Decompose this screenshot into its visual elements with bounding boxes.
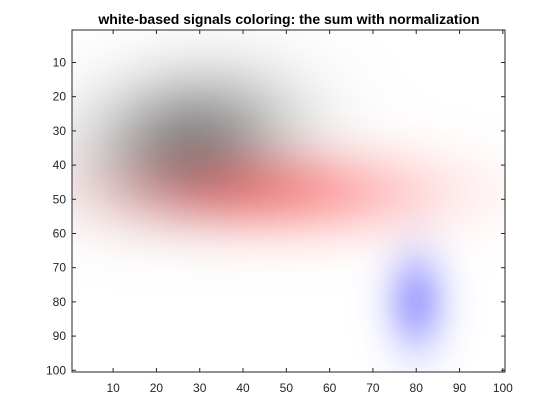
x-tick-label: 60: [323, 381, 337, 395]
y-tick-label: 80: [53, 295, 67, 309]
x-tick-label: 10: [106, 381, 120, 395]
y-tick-label: 10: [53, 55, 67, 69]
y-tick-label: 90: [53, 329, 67, 343]
y-tick-label: 100: [46, 363, 66, 377]
heatmap-image: [72, 30, 505, 372]
x-tick-label: 30: [193, 381, 207, 395]
y-tick-label: 40: [53, 158, 67, 172]
x-tick-label: 50: [280, 381, 294, 395]
chart-title: white-based signals coloring: the sum wi…: [97, 11, 479, 27]
y-tick-label: 50: [53, 192, 67, 206]
y-tick-label: 30: [53, 124, 67, 138]
heatmap-plot-area: [71, 29, 506, 373]
x-tick-label: 20: [150, 381, 164, 395]
y-tick-label: 70: [53, 261, 67, 275]
y-axis: 10 20 30 40 50 60 70 80 90 100: [46, 55, 505, 377]
x-tick-label: 90: [453, 381, 467, 395]
x-tick-label: 100: [493, 381, 513, 395]
x-axis: 10 20 30 40 50 60 70 80 90 100: [106, 30, 513, 395]
x-tick-label: 40: [236, 381, 250, 395]
x-tick-label: 80: [410, 381, 424, 395]
x-tick-label: 70: [366, 381, 380, 395]
y-tick-label: 20: [53, 90, 67, 104]
plot-frame: [71, 29, 506, 373]
y-tick-label: 60: [53, 226, 67, 240]
